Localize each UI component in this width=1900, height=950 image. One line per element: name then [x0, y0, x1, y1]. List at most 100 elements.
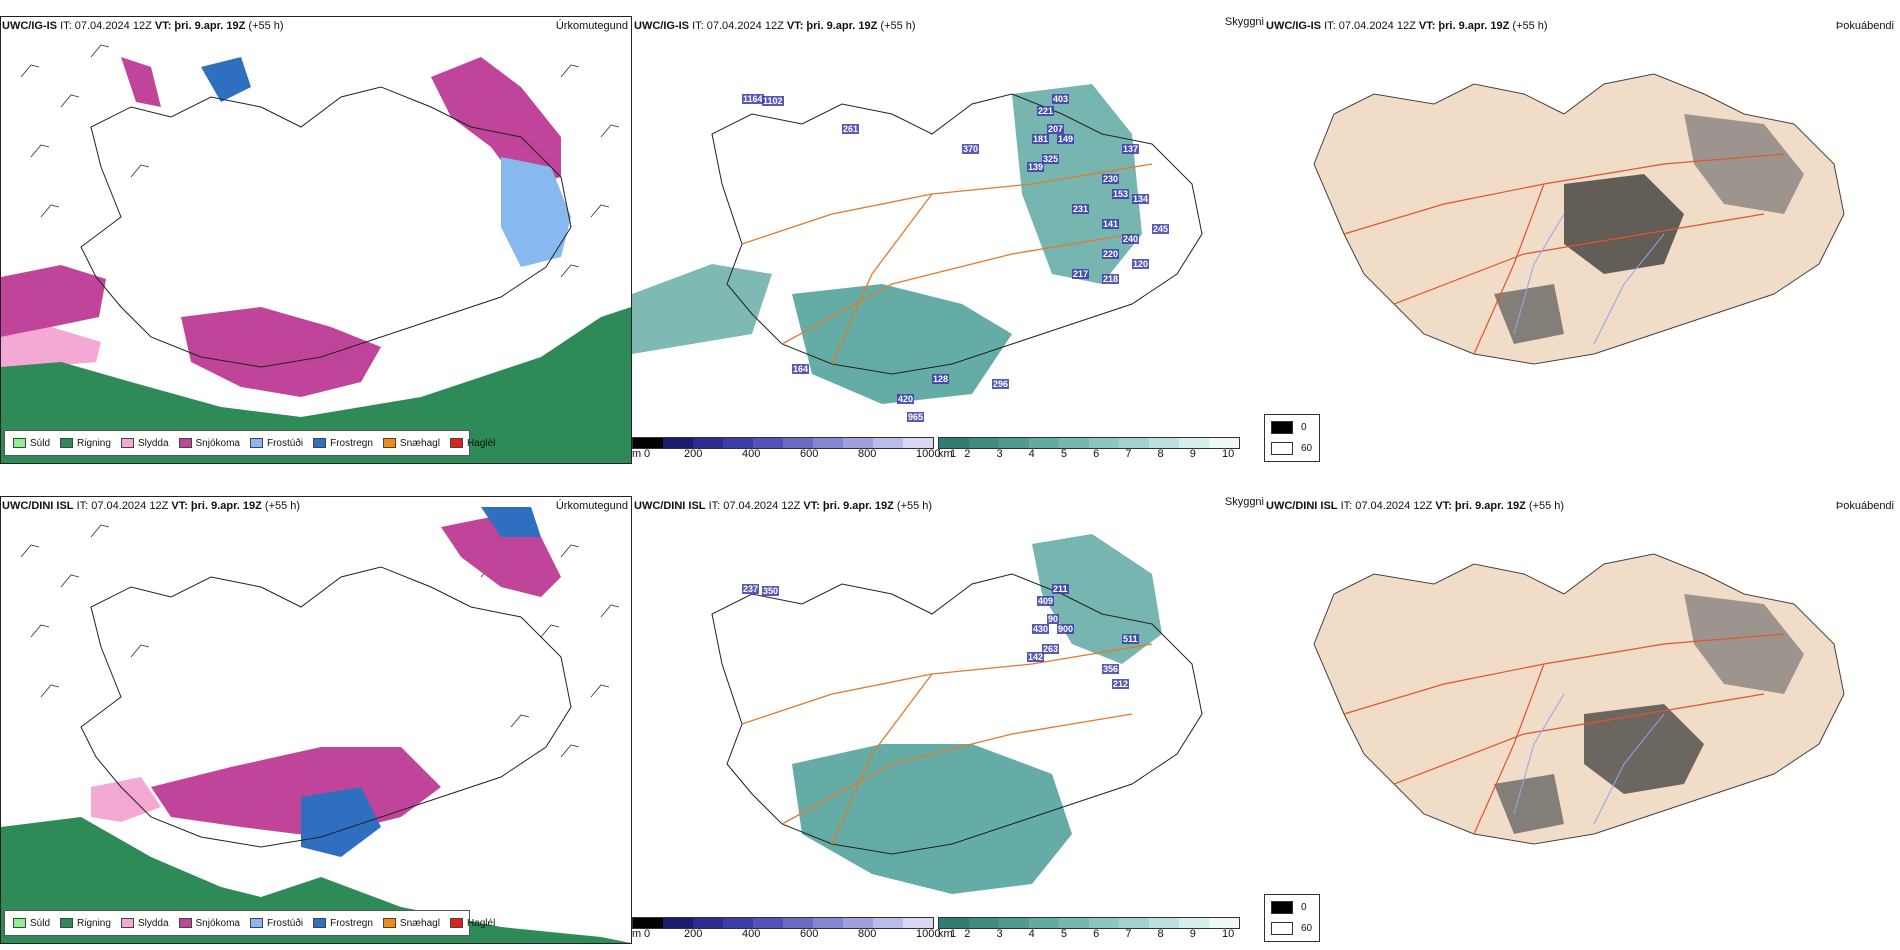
sleet-area	[1, 327, 101, 367]
valid-time: þri. 9.apr. 19Z	[1438, 20, 1510, 32]
fog-area	[1494, 774, 1564, 834]
legend-swatch	[178, 918, 192, 928]
cloud-base-value: 217	[1072, 269, 1090, 279]
visibility-panel-row1: UWC/IG-IS IT: 07.04.2024 12Z VT: þri. 9.…	[632, 12, 1264, 464]
freezing-rain-area	[201, 57, 251, 102]
precip-map	[0, 16, 632, 464]
colorbar-tick-label: 5	[1060, 928, 1067, 940]
legend-label: Haglél	[466, 917, 496, 929]
init-time: IT: 07.04.2024 12Z	[1324, 20, 1416, 32]
fog-area	[1564, 174, 1684, 274]
fog-legend-swatch-light	[1271, 922, 1293, 935]
panel-title: UWC/DINI ISL IT: 07.04.2024 12Z VT: þri.…	[634, 500, 932, 512]
visibility-unit: km	[938, 928, 953, 940]
fog-panel-row2: UWC/DINI ISL IT: 07.04.2024 12Z VT: þri.…	[1264, 492, 1900, 944]
fog-legend-swatch-light	[1271, 442, 1293, 455]
sleet-area	[91, 777, 161, 822]
colorbar-tick-label: 200	[684, 448, 703, 460]
fog-area	[1684, 594, 1804, 694]
valid-time: þri. 9.apr. 19Z	[190, 500, 262, 512]
colorbar-tick-label: 1000	[916, 928, 941, 940]
iceland-outline	[711, 573, 1203, 855]
cloud-base-value: 965	[907, 412, 925, 422]
precip-type-legend: Súld Rigning Slydda Snjókoma Frostúði Fr…	[4, 910, 495, 936]
legend-swatch	[120, 438, 134, 448]
legend-label: Slydda	[137, 917, 169, 929]
cloud-base-value: 430	[1032, 624, 1050, 634]
cloud-base-value: 900	[1057, 624, 1075, 634]
cloud-base-value: 240	[1122, 234, 1140, 244]
panel-title: UWC/DINI ISL IT: 07.04.2024 12Z VT: þri.…	[1266, 500, 1564, 512]
low-visibility-area	[792, 744, 1072, 894]
cloud-base-value: 370	[962, 144, 980, 154]
cloud-base-unit: m	[632, 448, 642, 460]
legend-label: Súld	[30, 917, 51, 929]
legend-swatch	[449, 918, 463, 928]
legend-item: Slydda	[120, 917, 169, 929]
river-network	[1513, 213, 1665, 345]
colorbar-tick-label: 800	[858, 928, 877, 940]
colorbar-tick-label: 0	[644, 448, 651, 460]
legend-swatch	[249, 918, 263, 928]
fog-legend: 0 60	[1264, 414, 1320, 462]
colorbar-tick-label: 4	[1028, 448, 1035, 460]
cloud-base-value: 137	[1122, 144, 1140, 154]
colorbar-tick-label: 800	[858, 448, 877, 460]
lead-time: (+55 h)	[880, 20, 916, 32]
legend-swatch	[449, 438, 463, 448]
snow-area-south	[181, 307, 381, 397]
colorbar-tick-label: 3	[996, 448, 1003, 460]
valid-label: VT:	[786, 20, 804, 32]
colorbar-tick-label: 4	[1028, 928, 1035, 940]
road-network	[1343, 633, 1785, 835]
legend-swatch	[178, 438, 192, 448]
colorbar-tick-label: 600	[800, 928, 819, 940]
colorbar-tick-label: 7	[1125, 928, 1132, 940]
panel-title: UWC/IG-IS IT: 07.04.2024 12Z VT: þri. 9.…	[1266, 20, 1548, 32]
legend-item: Frostregn	[313, 438, 373, 449]
legend-label: Haglél	[466, 437, 496, 449]
fog-legend: 0 60	[1264, 894, 1320, 942]
panel-name: Úrkomutegund	[555, 20, 628, 32]
freezing-rain-area	[301, 787, 381, 857]
colorbar-tick-label: 6	[1093, 928, 1100, 940]
colorbar-tick-label: 200	[684, 928, 703, 940]
cloud-base-value: 420	[897, 394, 915, 404]
cloud-base-value: 237	[742, 584, 760, 594]
low-visibility-area	[792, 284, 1012, 404]
panel-name: Úrkomutegund	[555, 500, 628, 512]
cloud-base-labels: 237 350 211 409 90 430 900 263 142 511 356 212	[632, 514, 1264, 934]
legend-item: Snjókoma	[178, 918, 240, 929]
legend-item: Snæhagl	[382, 918, 440, 929]
cloud-base-value: 231	[1072, 204, 1090, 214]
fog-panel-row1: UWC/IG-IS IT: 07.04.2024 12Z VT: þri. 9.…	[1264, 12, 1900, 464]
legend-label: Frostregn	[330, 437, 373, 449]
iceland-outline	[80, 86, 572, 368]
fog-legend-label: 60	[1301, 443, 1313, 454]
cloud-base-value: 142	[1027, 652, 1045, 662]
colorbar-tick-label: 6	[1093, 448, 1100, 460]
snow-area-south	[151, 747, 441, 837]
colorbar-tick-label: 0	[644, 928, 651, 940]
legend-label: Frostúði	[266, 917, 304, 929]
snow-area-ne	[431, 57, 561, 187]
river-network	[1513, 693, 1665, 825]
legend-item: Snæhagl	[382, 438, 440, 449]
colorbar-tick-label: 2	[964, 448, 971, 460]
cloud-base-value: 403	[1052, 94, 1070, 104]
legend-swatch	[313, 438, 327, 448]
colorbar-tick-label: 9	[1189, 928, 1196, 940]
legend-item: Snjókoma	[178, 438, 240, 449]
colorbar-tick-label: 10	[1222, 928, 1235, 940]
visibility-colorbar	[938, 437, 1240, 449]
legend-swatch	[60, 438, 74, 448]
colorbar-tick-label: 400	[742, 448, 761, 460]
legend-item: Rigning	[60, 918, 111, 929]
panel-title: UWC/IG-IS IT: 07.04.2024 12Z VT: þri. 9.…	[634, 20, 916, 32]
cloud-base-value: 141	[1102, 219, 1120, 229]
low-visibility-area	[632, 264, 772, 354]
cloud-base-value: 261	[842, 124, 860, 134]
cloud-base-value: 511	[1122, 634, 1139, 644]
cloud-base-value: 1164	[742, 94, 764, 104]
panel-title: UWC/DINI ISL IT: 07.04.2024 12Z VT: þri.…	[2, 500, 300, 512]
